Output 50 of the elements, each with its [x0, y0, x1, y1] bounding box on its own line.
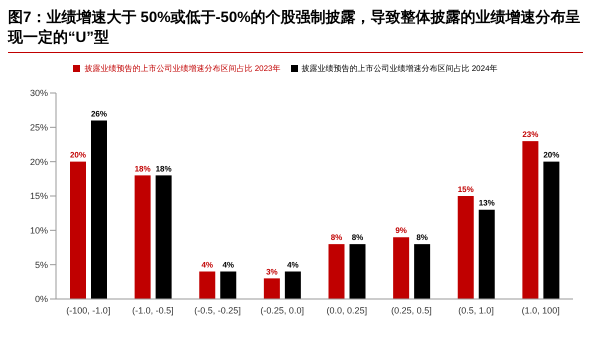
legend-label: 披露业绩预告的上市公司业绩增速分布区间占比 2023年	[84, 64, 280, 73]
data-label: 4%	[222, 260, 234, 270]
y-tick-label: 10%	[30, 226, 48, 236]
y-tick-label: 5%	[34, 260, 48, 270]
bar	[543, 162, 560, 299]
bar	[199, 272, 216, 299]
data-label: 4%	[201, 260, 214, 270]
data-label: 20%	[70, 150, 86, 160]
bar	[522, 141, 538, 299]
data-label: 13%	[478, 198, 495, 208]
bar	[350, 244, 366, 299]
bar	[220, 272, 236, 299]
data-label: 9%	[395, 226, 407, 236]
bar	[284, 272, 301, 299]
y-tick-label: 20%	[30, 156, 48, 167]
data-label: 4%	[287, 260, 299, 270]
chart-title: 图7：业绩增速大于 50%或低于-50%的个股强制披露，导致整体披露的业绩增速分布呈现一定的“U”型	[8, 8, 583, 53]
bar	[91, 120, 107, 299]
y-tick-label: 0%	[34, 294, 48, 304]
bar	[414, 244, 430, 299]
data-label: 20%	[543, 150, 560, 160]
data-label: 8%	[352, 233, 364, 242]
bar	[478, 210, 495, 299]
bar	[134, 175, 151, 299]
bar	[264, 278, 280, 299]
x-tick-label: (-0.5, -0.25]	[194, 305, 241, 316]
bar	[393, 237, 410, 299]
data-label: 26%	[90, 109, 108, 118]
data-label: 18%	[134, 164, 151, 174]
x-tick-label: (-100, -1.0]	[66, 305, 110, 316]
y-tick-label: 25%	[30, 122, 48, 133]
bar	[70, 162, 86, 299]
data-label: 8%	[330, 233, 342, 242]
x-tick-label: (0.0, 0.25]	[326, 305, 368, 316]
bar	[156, 175, 172, 299]
data-label: 18%	[156, 164, 172, 174]
legend-label: 披露业绩预告的上市公司业绩增速分布区间占比 2024年	[302, 64, 498, 73]
x-tick-label: (0.5, 1.0]	[458, 305, 494, 316]
data-label: 3%	[266, 267, 278, 276]
y-tick-label: 30%	[30, 88, 48, 98]
data-label: 23%	[522, 130, 538, 140]
bar	[458, 196, 474, 299]
bar	[328, 244, 344, 299]
x-tick-label: (-0.25, 0.0]	[260, 305, 304, 316]
x-tick-label: (1.0, 100]	[522, 305, 560, 316]
data-label: 8%	[416, 233, 428, 242]
y-tick-label: 15%	[30, 191, 48, 202]
x-tick-label: (0.25, 0.5]	[391, 305, 432, 316]
x-tick-label: (-1.0, -0.5]	[132, 305, 174, 316]
data-label: 15%	[458, 185, 474, 194]
